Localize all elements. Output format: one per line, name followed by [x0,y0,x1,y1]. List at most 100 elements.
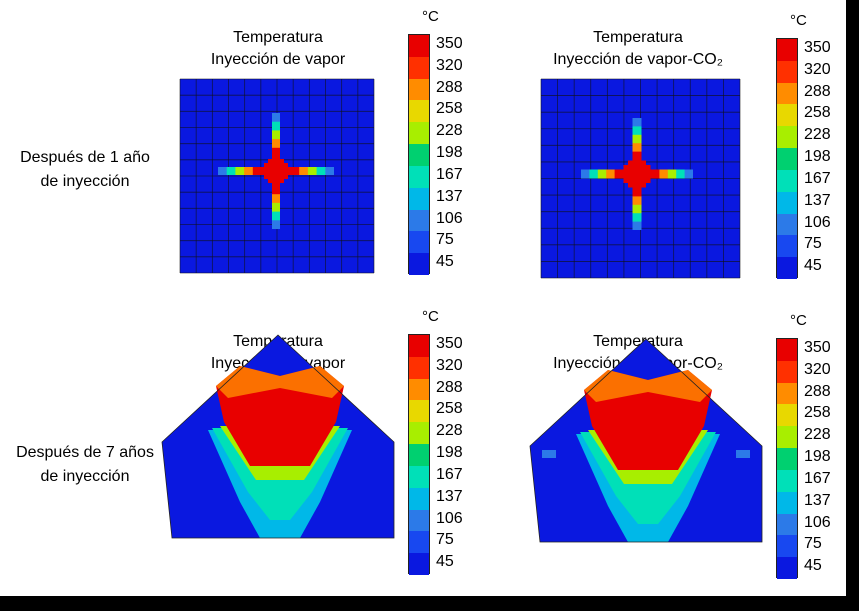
legend-tick-label: 228 [804,426,831,444]
legend-tick-label: 350 [436,35,463,52]
legend-swatch [777,360,797,383]
legend-swatch [777,339,797,361]
legend-tick-label: 167 [804,169,831,187]
legend-swatch [777,82,797,105]
legend-tick-label: 288 [804,82,831,100]
legend-swatch [777,191,797,214]
legend-tick-label: 106 [804,213,831,231]
color-legend-1: °C 350 320 288 258 228 198 167 137 106 75 45 [408,8,478,288]
legend-unit: °C [422,8,439,25]
legend-swatch [777,213,797,236]
legend-swatch [777,448,797,470]
legend-tick-label: 45 [436,253,454,271]
legend-tick-label: 288 [436,378,463,396]
legend-swatch [409,422,429,445]
legend-swatch [409,187,429,210]
map-outline [529,338,763,543]
color-legend-4: °C 350 320 288 258 228 198 167 137 106 75 45 [776,312,846,592]
legend-swatch [409,78,429,101]
panel-title-line1: Temperatura [233,29,323,46]
temperature-maps [161,78,763,543]
legend-tick-label: 320 [436,356,463,374]
panel-title-2: Temperatura Inyección de vapor-CO₂ [508,28,768,70]
temperature-cell [584,370,712,402]
row-label-line: Después de 1 año [20,149,150,166]
legend-swatch [409,356,429,379]
legend-swatch [777,148,797,170]
legend-swatch [777,469,797,492]
legend-tick-label: 106 [436,209,463,227]
temperature-cell [628,160,646,188]
legend-tick-label: 106 [436,509,463,527]
legend-tick-label: 167 [436,465,463,483]
legend-tick-label: 228 [804,126,831,144]
legend-tick-label: 198 [804,148,831,166]
legend-swatch [777,491,797,514]
legend-tick-label: 167 [436,165,463,183]
legend-tick-label: 288 [436,78,463,96]
legend-unit: °C [790,312,807,329]
map-outline [161,334,395,539]
row-label-line: de inyección [40,173,130,190]
legend-swatch [777,404,797,427]
color-legend-2: °C 350 320 288 258 228 198 167 137 106 75 45 [776,12,846,292]
legend-swatch [777,169,797,192]
legend-swatch [777,126,797,149]
row-label-7-years: Después de 7 años de inyección [0,443,170,487]
legend-swatch [777,382,797,405]
legend-tick-label: 75 [804,235,822,253]
legend-color-bar [408,334,430,575]
temperature-cell [736,450,750,458]
legend-swatch [777,235,797,258]
legend-tick-label: 350 [804,339,831,356]
legend-swatch [409,335,429,357]
legend-swatch [409,400,429,423]
legend-color-bar [776,338,798,579]
legend-tick-label: 258 [436,100,463,118]
figure-frame: Después de 1 año de inyección Después de… [0,0,846,596]
legend-swatch [409,253,429,275]
legend-swatch [409,35,429,57]
legend-swatch [777,557,797,579]
legend-tick-label: 228 [436,422,463,440]
temperature-cell [542,450,556,458]
legend-swatch [409,444,429,466]
legend-tick-label: 75 [436,531,454,549]
color-legend-3: °C 350 320 288 258 228 198 167 137 106 75 45 [408,308,478,588]
legend-tick-label: 258 [436,400,463,418]
legend-tick-label: 75 [436,231,454,249]
legend-tick-label: 75 [804,535,822,553]
legend-swatch [409,487,429,510]
legend-tick-label: 198 [436,444,463,462]
legend-tick-label: 45 [804,557,822,575]
legend-swatch [777,426,797,449]
legend-swatch [409,465,429,488]
legend-tick-label: 137 [804,191,831,209]
legend-swatch [777,60,797,83]
legend-swatch [777,104,797,127]
legend-tick-label: 45 [436,553,454,571]
panel-title-1: Temperatura Inyección de vapor [148,28,408,70]
legend-tick-label: 198 [804,448,831,466]
legend-tick-label: 288 [804,382,831,400]
legend-swatch [409,378,429,401]
legend-tick-label: 320 [804,360,831,378]
legend-swatch [409,209,429,232]
legend-tick-label: 137 [804,491,831,509]
row-label-line: de inyección [40,468,130,485]
legend-swatch [409,509,429,532]
legend-tick-label: 320 [436,56,463,74]
legend-swatch [409,165,429,188]
legend-swatch [777,39,797,61]
legend-swatch [409,122,429,145]
legend-swatch [777,513,797,536]
panel-title-line1: Temperatura [593,333,683,350]
legend-tick-label: 350 [436,335,463,352]
legend-tick-label: 198 [436,144,463,162]
legend-swatch [409,531,429,554]
legend-swatch [409,231,429,254]
legend-tick-label: 106 [804,513,831,531]
legend-tick-label: 320 [804,60,831,78]
legend-swatch [777,535,797,558]
legend-unit: °C [422,308,439,325]
